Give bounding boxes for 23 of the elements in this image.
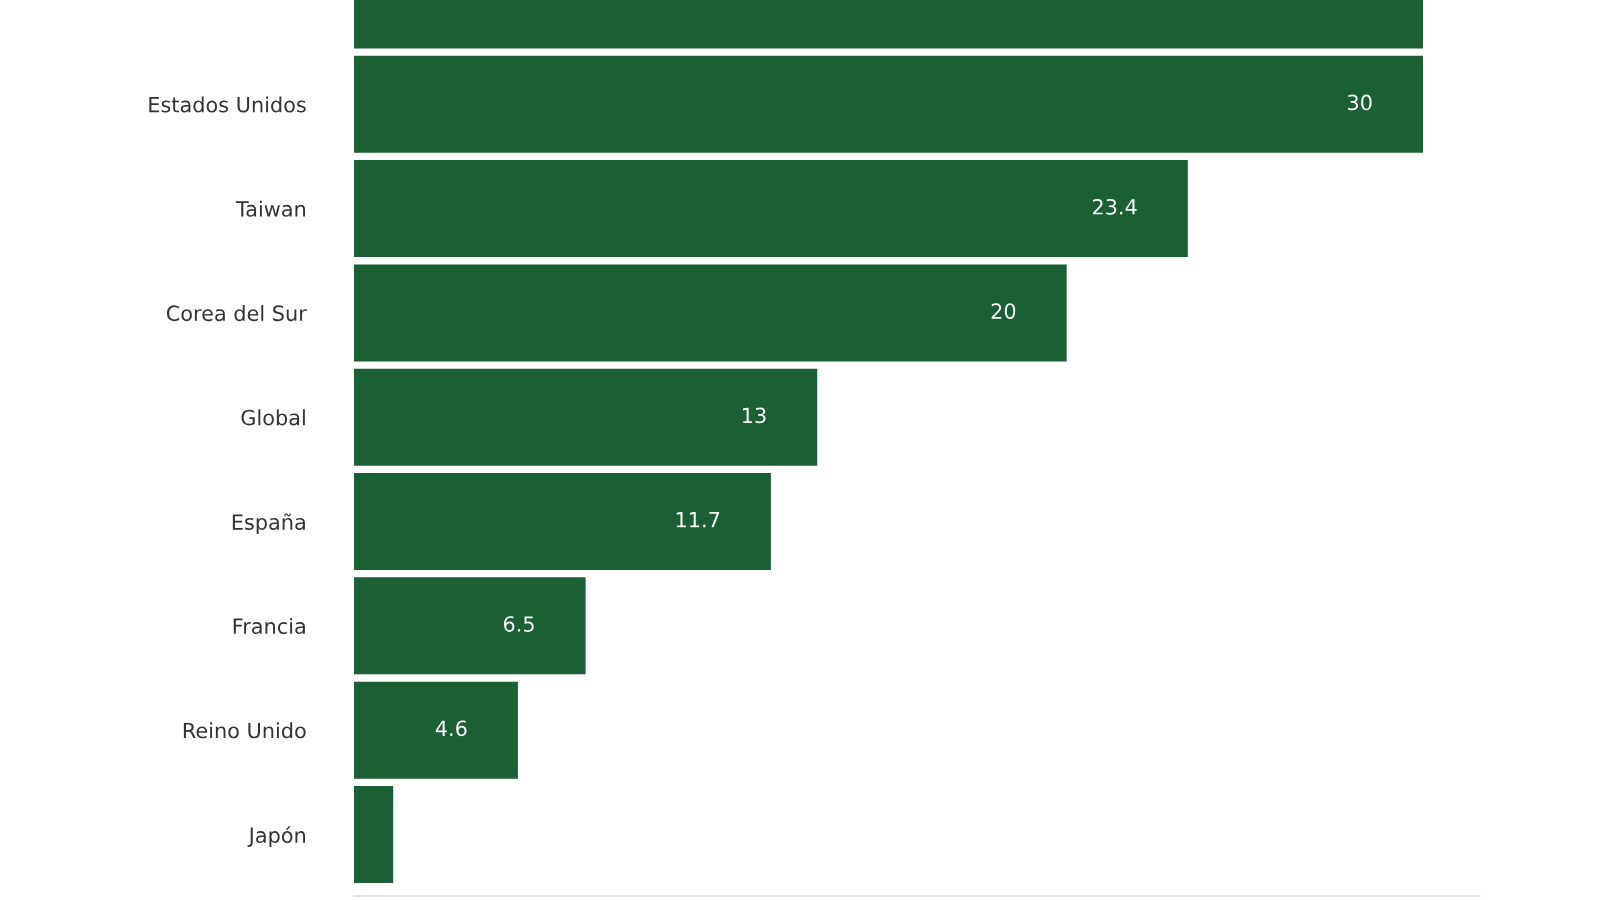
bar <box>354 55 1423 153</box>
data-label: 6.5 <box>503 616 534 632</box>
bar <box>354 681 518 779</box>
data-label: 30 <box>1348 94 1372 111</box>
bar <box>354 264 1067 362</box>
y-tick-label: Global <box>241 409 305 426</box>
y-tick-label: Corea del Sur <box>166 305 307 322</box>
data-label: 11.7 <box>676 512 720 528</box>
bar <box>354 577 586 675</box>
data-label: 20 <box>991 303 1016 319</box>
bar <box>354 473 771 571</box>
bar <box>354 160 1188 258</box>
y-tick-label: España <box>232 513 305 534</box>
y-tick-label: Japón <box>247 826 306 848</box>
y-tick-label: Francia <box>233 617 305 635</box>
y-tick-label: Reino Unido <box>183 722 306 739</box>
bar <box>354 785 394 883</box>
y-tick-label: Taiwan <box>235 200 306 217</box>
bar <box>354 368 818 466</box>
data-label: 4.6 <box>435 720 467 737</box>
y-tick-label: Estados Unidos <box>149 96 306 113</box>
data-label: 23.4 <box>1092 198 1137 215</box>
data-label: 13 <box>743 407 766 424</box>
